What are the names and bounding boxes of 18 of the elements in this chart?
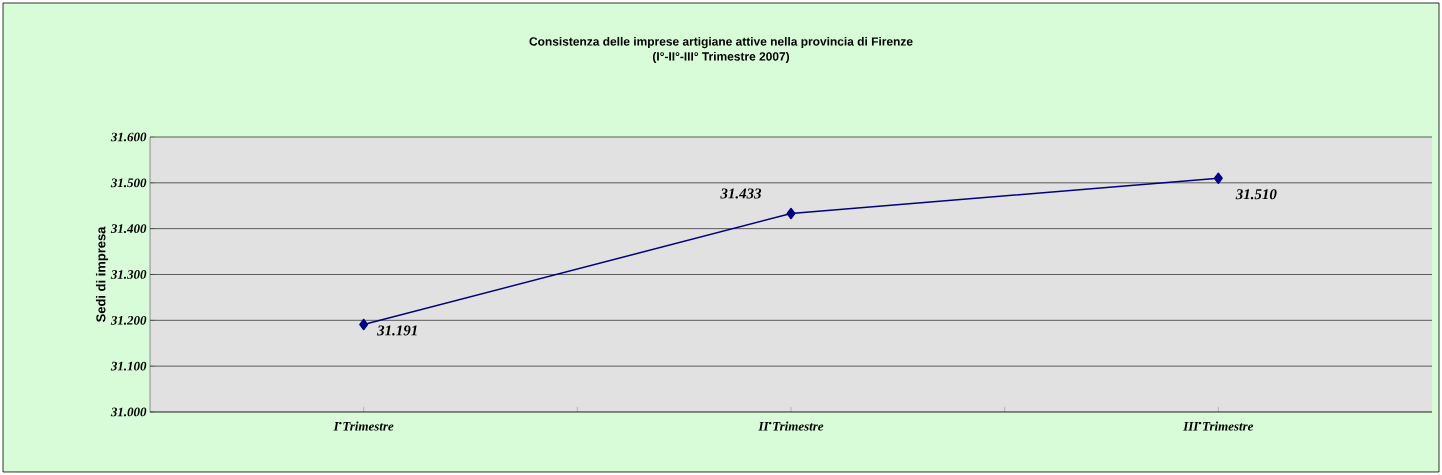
y-tick-label: 31.000 xyxy=(110,407,147,417)
y-tick-label: 31.400 xyxy=(110,224,147,234)
data-label: 31.433 xyxy=(720,188,762,199)
point xyxy=(1213,172,1223,184)
y-tick-label: 31.600 xyxy=(110,132,147,142)
y-axis-title: Sedi di impresa xyxy=(95,226,109,322)
y-tick-label: 31.500 xyxy=(110,178,147,188)
data-label: 31.510 xyxy=(1235,189,1277,200)
x-tick-label: II$^{•}$Trimestre xyxy=(758,421,824,431)
x-tick-label: III$^{•}$Trimestre xyxy=(1183,421,1254,431)
point xyxy=(359,318,369,331)
chart-title: Consistenza delle imprese artigiane attive nella provincia di Firenze (I°-II°-III° Trimestre 2007) xyxy=(529,36,913,64)
y-tick-label: 31.300 xyxy=(110,270,147,279)
y-tick-label: 31.200 xyxy=(110,315,147,325)
point xyxy=(786,207,796,220)
x-tick-label: I$^{•}$Trimestre xyxy=(333,421,394,431)
data-label: 31.191 xyxy=(377,325,417,336)
y-tick-label: 31.100 xyxy=(110,361,147,371)
